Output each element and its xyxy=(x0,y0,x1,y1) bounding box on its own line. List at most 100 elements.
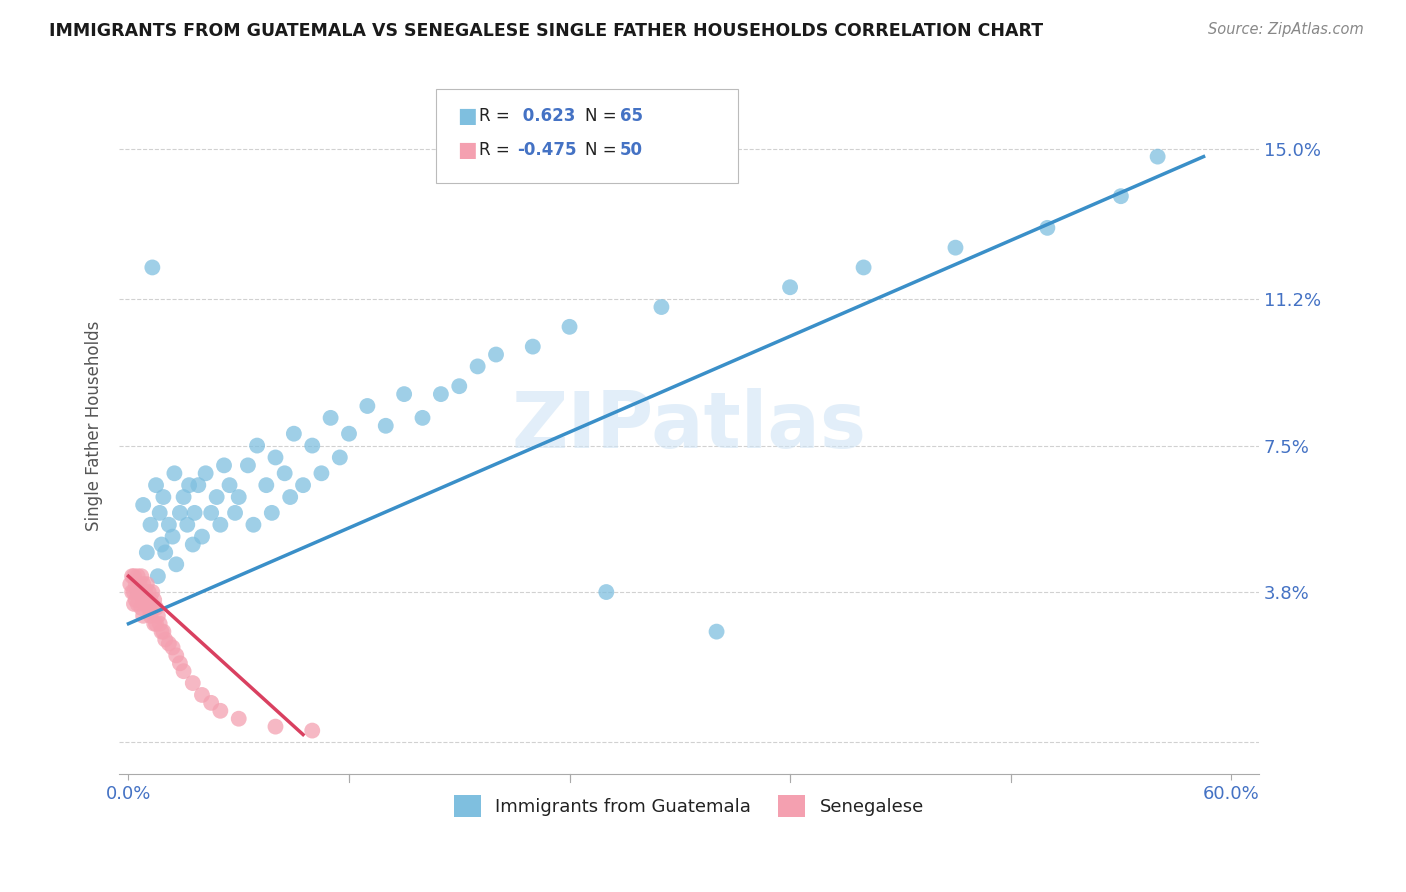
Point xyxy=(145,616,167,631)
Point xyxy=(155,632,177,647)
Point xyxy=(143,593,166,607)
Point xyxy=(173,490,195,504)
Point xyxy=(122,585,145,599)
Point xyxy=(246,439,269,453)
Point xyxy=(852,260,875,275)
Point xyxy=(128,577,150,591)
Point xyxy=(143,616,166,631)
Point xyxy=(125,577,148,591)
Point xyxy=(157,517,180,532)
Text: 50: 50 xyxy=(620,141,643,159)
Point xyxy=(218,478,240,492)
Point xyxy=(209,517,232,532)
Text: ■: ■ xyxy=(457,140,477,160)
Point xyxy=(131,569,153,583)
Point xyxy=(273,467,295,481)
Text: N =: N = xyxy=(585,141,621,159)
Point xyxy=(162,640,184,655)
Text: R =: R = xyxy=(479,141,516,159)
Point xyxy=(224,506,246,520)
Point xyxy=(301,723,323,738)
Point xyxy=(149,616,172,631)
Point xyxy=(467,359,489,374)
Point xyxy=(121,585,143,599)
Point xyxy=(134,585,156,599)
Text: 0.623: 0.623 xyxy=(517,107,576,125)
Point xyxy=(132,608,155,623)
Point xyxy=(134,597,156,611)
Point xyxy=(132,593,155,607)
Point xyxy=(187,478,209,492)
Point xyxy=(131,600,153,615)
Text: R =: R = xyxy=(479,107,516,125)
Point xyxy=(132,577,155,591)
Point xyxy=(183,506,205,520)
Point xyxy=(145,600,167,615)
Point xyxy=(945,241,967,255)
Point xyxy=(200,506,222,520)
Point xyxy=(149,506,172,520)
Point xyxy=(301,439,323,453)
Point xyxy=(254,478,277,492)
Point xyxy=(127,585,149,599)
Point xyxy=(191,530,214,544)
Text: ■: ■ xyxy=(457,106,477,126)
Point xyxy=(131,585,153,599)
Point xyxy=(264,720,287,734)
Point xyxy=(127,597,149,611)
Point xyxy=(157,636,180,650)
Point xyxy=(337,426,360,441)
Point xyxy=(650,300,672,314)
Point xyxy=(779,280,801,294)
Point xyxy=(485,347,508,361)
Point xyxy=(181,676,204,690)
Point xyxy=(242,517,264,532)
Point xyxy=(152,624,174,639)
Legend: Immigrants from Guatemala, Senegalese: Immigrants from Guatemala, Senegalese xyxy=(447,788,931,824)
Point xyxy=(169,657,191,671)
Point xyxy=(162,530,184,544)
Point xyxy=(1109,189,1132,203)
Point xyxy=(138,600,160,615)
Point xyxy=(558,319,581,334)
Point xyxy=(139,593,162,607)
Text: N =: N = xyxy=(585,107,621,125)
Point xyxy=(139,608,162,623)
Point xyxy=(356,399,378,413)
Point xyxy=(163,467,186,481)
Point xyxy=(135,545,157,559)
Point xyxy=(165,558,187,572)
Point xyxy=(141,585,163,599)
Text: Source: ZipAtlas.com: Source: ZipAtlas.com xyxy=(1208,22,1364,37)
Point xyxy=(205,490,228,504)
Point xyxy=(150,537,173,551)
Point xyxy=(122,597,145,611)
Point xyxy=(121,569,143,583)
Point xyxy=(283,426,305,441)
Point xyxy=(1146,150,1168,164)
Point xyxy=(150,624,173,639)
Point xyxy=(392,387,415,401)
Point xyxy=(155,545,177,559)
Point xyxy=(120,577,142,591)
Point xyxy=(165,648,187,663)
Point xyxy=(329,450,352,465)
Point xyxy=(125,593,148,607)
Point xyxy=(319,410,342,425)
Point xyxy=(145,478,167,492)
Point xyxy=(132,498,155,512)
Point xyxy=(135,593,157,607)
Point xyxy=(278,490,301,504)
Point xyxy=(595,585,617,599)
Y-axis label: Single Father Households: Single Father Households xyxy=(86,320,103,531)
Point xyxy=(152,490,174,504)
Point xyxy=(228,712,250,726)
Text: -0.475: -0.475 xyxy=(517,141,576,159)
Point xyxy=(260,506,283,520)
Point xyxy=(127,569,149,583)
Point xyxy=(212,458,235,473)
Point xyxy=(146,569,169,583)
Point xyxy=(522,340,544,354)
Point xyxy=(138,585,160,599)
Text: ZIPatlas: ZIPatlas xyxy=(512,388,866,464)
